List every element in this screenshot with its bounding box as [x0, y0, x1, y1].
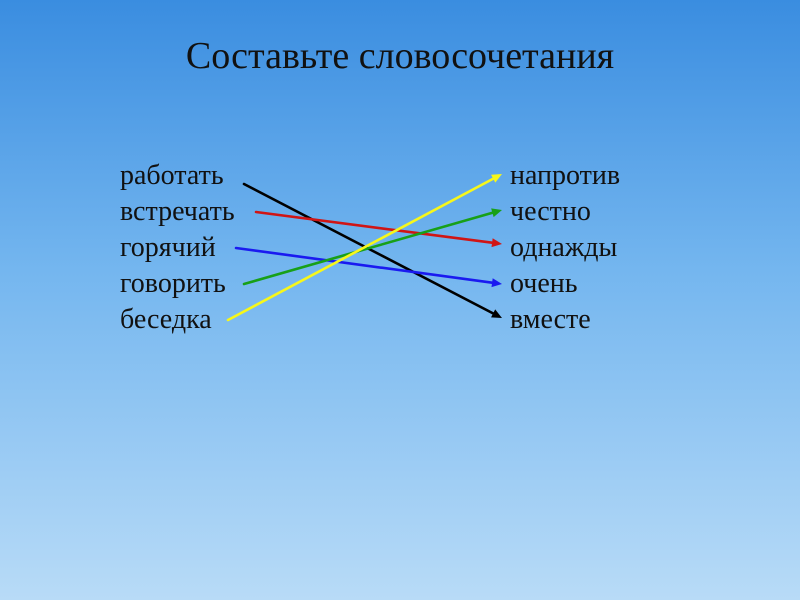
arrow-head-4 — [491, 174, 502, 183]
right-word-3: очень — [510, 266, 578, 302]
left-word-3: говорить — [120, 266, 226, 302]
arrow-head-2 — [491, 278, 502, 287]
arrow-line-1 — [256, 212, 493, 243]
slide-title: Составьте словосочетания — [0, 34, 800, 78]
arrow-line-4 — [228, 178, 494, 320]
right-word-2: однажды — [510, 230, 617, 266]
arrow-head-0 — [491, 309, 502, 318]
arrow-line-0 — [244, 184, 494, 314]
left-word-4: беседка — [120, 302, 212, 338]
arrow-line-2 — [236, 248, 493, 283]
arrow-head-1 — [492, 238, 502, 247]
arrow-line-3 — [244, 212, 493, 284]
right-word-1: честно — [510, 194, 591, 230]
left-word-1: встречать — [120, 194, 235, 230]
right-word-0: напротив — [510, 158, 620, 194]
left-word-2: горячий — [120, 230, 216, 266]
right-word-4: вместе — [510, 302, 591, 338]
left-word-0: работать — [120, 158, 224, 194]
slide-container: Составьте словосочетания работать встреч… — [0, 0, 800, 600]
arrow-head-3 — [491, 208, 502, 217]
